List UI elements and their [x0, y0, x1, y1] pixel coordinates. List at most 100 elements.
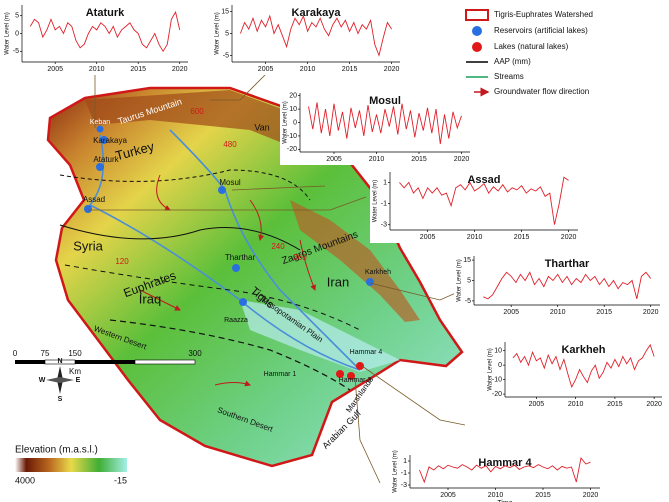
compass-label: S — [58, 396, 63, 403]
river-euphrates — [88, 134, 361, 371]
water-level-line — [29, 10, 181, 53]
elevation-title: Elevation (m.a.s.l.) — [15, 445, 98, 456]
reservoir — [96, 125, 104, 133]
x-tick-label: 2020 — [454, 156, 470, 163]
aap-contour — [59, 169, 311, 201]
y-tick-label: -10 — [287, 133, 297, 140]
legend-label: Reservoirs (artificial lakes) — [494, 26, 588, 35]
x-tick-label: 2010 — [300, 66, 316, 73]
x-axis-label: Time — [497, 500, 512, 502]
map-label: Hammar 1 — [264, 371, 297, 378]
map-label: Keban — [90, 119, 110, 126]
connector — [361, 365, 466, 426]
reservoir — [366, 278, 374, 286]
scale-label: 300 — [188, 349, 202, 358]
y-axis-label: Water Level (m) — [393, 450, 399, 492]
map-label: Syria — [73, 238, 103, 253]
x-tick-label: 2020 — [643, 309, 659, 316]
x-tick-label: 2020 — [561, 234, 577, 241]
x-tick-label: 2005 — [503, 309, 519, 316]
water-level-line — [239, 14, 392, 57]
inset-chart: 5 0 -5 2005 2010 2015 2020 Water Level (m) Atatu… — [2, 2, 192, 75]
x-tick-label: 2015 — [535, 492, 551, 499]
legend-symbols — [465, 9, 490, 97]
y-tick-label: 0 — [15, 30, 19, 37]
x-tick-label: 2005 — [420, 234, 436, 241]
y-axis-label: Water Level (m) — [488, 348, 494, 390]
x-tick-label: 2010 — [550, 309, 566, 316]
x-tick-label: 2005 — [47, 66, 63, 73]
y-axis-label: Water Level (m) — [457, 259, 463, 301]
compass-label: N — [57, 358, 62, 365]
scale-segment — [75, 360, 135, 364]
reservoirs — [84, 125, 374, 306]
legend-symbol — [472, 26, 482, 36]
aap-contour — [59, 224, 301, 251]
map-label: 600 — [190, 107, 204, 116]
scale-bar — [15, 359, 196, 365]
x-tick-label: 2010 — [568, 401, 584, 408]
y-tick-label: 15 — [221, 8, 229, 15]
connectors — [88, 71, 466, 484]
connector — [354, 377, 381, 484]
x-tick-label: 2010 — [467, 234, 483, 241]
inset-title: Tharthar — [545, 258, 590, 270]
x-tick-label: 2020 — [384, 66, 400, 73]
y-axis-label: Water Level (m) — [373, 180, 379, 222]
y-tick-label: -10 — [492, 376, 502, 383]
gw-arrow — [249, 199, 265, 241]
inset-chart: 10 0 -10 -20 2005 2010 2015 2020 Water Level (m)… — [485, 339, 666, 410]
x-tick-label: 2020 — [646, 401, 662, 408]
inset-title: Ataturk — [86, 7, 125, 19]
x-tick-label: 2005 — [529, 401, 545, 408]
water-level-line — [512, 343, 655, 389]
x-tick-label: 2010 — [369, 156, 385, 163]
inset-background — [454, 253, 664, 318]
gw-arrow — [139, 289, 181, 311]
elevation-max: 4000 — [15, 475, 35, 485]
lake — [347, 372, 355, 380]
inset-title: Karakaya — [292, 7, 342, 19]
zagros-relief — [85, 90, 330, 150]
map — [46, 71, 466, 484]
map-label: 480 — [223, 140, 237, 149]
marsh-area — [240, 300, 400, 372]
x-tick-label: 2020 — [172, 66, 188, 73]
inset-chart: 1 -1 -3 2005 2010 2015 2020 Water Level (m) Time… — [390, 450, 604, 502]
water-level-line — [399, 176, 569, 225]
y-tick-label: 10 — [494, 348, 502, 355]
water-level-line — [308, 102, 462, 145]
map-label: Hammar 3 — [339, 377, 372, 384]
gw-arrow — [156, 174, 171, 211]
scale-label: 0 — [13, 349, 18, 358]
y-axis-label: Water Level (m) — [5, 12, 11, 54]
y-tick-label: 0 — [293, 119, 297, 126]
connector — [369, 282, 459, 301]
connector — [210, 71, 269, 101]
compass-label: W — [39, 377, 46, 384]
elevation-min: -15 — [114, 475, 127, 485]
y-tick-label: 15 — [463, 257, 471, 264]
y-tick-label: -5 — [13, 48, 19, 55]
aap-contour — [64, 264, 361, 331]
y-tick-label: -1 — [401, 470, 407, 477]
map-label: Iran — [327, 274, 349, 289]
river-tigris — [169, 129, 361, 371]
scale-segment — [134, 359, 196, 365]
connector — [231, 185, 326, 191]
inset-title: Assad — [467, 174, 500, 186]
x-tick-label: 2010 — [488, 492, 504, 499]
map-label: Tharthar — [225, 253, 256, 262]
map-label: 240 — [271, 242, 285, 251]
map-label: 120 — [115, 257, 129, 266]
map-label: Karakaya — [93, 136, 127, 145]
water-level-line — [483, 271, 652, 300]
y-tick-label: 5 — [467, 277, 471, 284]
y-tick-label: -5 — [465, 298, 471, 305]
legend-label: AAP (mm) — [494, 57, 531, 66]
compass — [46, 366, 74, 394]
scale-label: 75 — [41, 349, 50, 358]
compass-needle — [46, 377, 74, 383]
